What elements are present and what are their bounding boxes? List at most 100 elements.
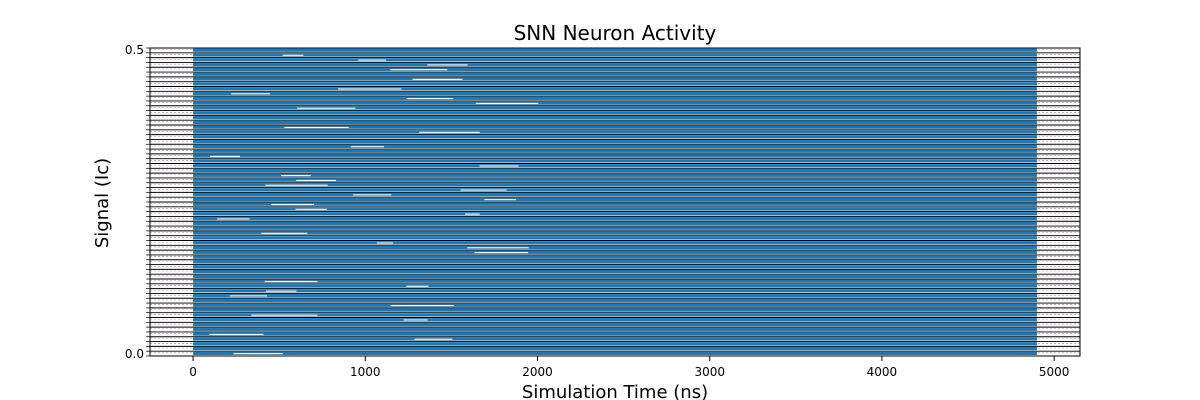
neuron-signal-trace xyxy=(193,192,1037,197)
neuron-signal-trace xyxy=(193,351,1037,355)
inactive-gap xyxy=(264,280,318,283)
plot-frame xyxy=(149,47,1081,357)
neuron-signal-trace xyxy=(193,168,1037,173)
inactive-gap xyxy=(406,285,429,287)
neuron-signal-trace xyxy=(193,96,1037,100)
inactive-gap xyxy=(412,78,463,80)
x-axis-label: Simulation Time (ns) xyxy=(522,382,708,400)
x-tick-label: 0 xyxy=(189,365,197,379)
inactive-gap xyxy=(376,242,394,244)
neuron-signal-trace xyxy=(193,183,1037,187)
inactive-gap xyxy=(210,155,240,157)
neuron-signal-trace xyxy=(193,101,1037,105)
neuron-signal-trace xyxy=(193,87,1037,91)
inactive-gap xyxy=(475,102,539,104)
neuron-signal-trace xyxy=(193,217,1037,221)
neuron-signal-trace xyxy=(193,308,1037,312)
neuron-signal-trace xyxy=(193,207,1037,211)
y-tick-label: 0.0 xyxy=(125,347,144,361)
inactive-gap xyxy=(233,353,283,355)
neuron-signal-trace xyxy=(193,140,1037,144)
neuron-signal-trace xyxy=(193,67,1037,72)
neuron-signal-trace xyxy=(193,279,1037,283)
neuron-signal-trace xyxy=(193,164,1037,168)
neuron-signal-trace xyxy=(193,135,1037,139)
x-tick-label: 4000 xyxy=(867,365,898,379)
inactive-gap xyxy=(265,290,297,292)
neuron-signal-trace xyxy=(193,149,1037,153)
neuron-signal-trace xyxy=(193,130,1037,134)
neuron-signal-trace xyxy=(193,245,1037,250)
neuron-signal-trace xyxy=(193,236,1037,240)
x-axis: 0 1000 2000 3000 4000 5000 xyxy=(189,356,1069,379)
inactive-gap xyxy=(390,304,454,307)
inactive-gap xyxy=(280,175,311,177)
neuron-signal-trace xyxy=(193,298,1037,303)
neuron-signal-trace xyxy=(193,269,1037,274)
inactive-gap xyxy=(403,319,428,321)
neuron-signal-trace xyxy=(193,342,1037,346)
neuron-signal-trace xyxy=(193,202,1037,206)
neuron-signal-trace xyxy=(193,48,1037,52)
neuron-signal-trace xyxy=(193,346,1037,351)
neuron-signal-trace xyxy=(193,82,1037,86)
neuron-signal-trace xyxy=(193,173,1037,177)
neuron-signal-trace xyxy=(193,154,1037,158)
neuron-signal-trace xyxy=(193,318,1037,322)
neuron-signal-trace xyxy=(193,159,1037,163)
inactive-gap xyxy=(265,184,328,186)
neuron-signal-trace xyxy=(193,106,1037,110)
inactive-gap xyxy=(465,213,480,215)
neuron-signal-trace xyxy=(193,289,1037,293)
neuron-signal-trace xyxy=(193,221,1037,226)
neuron-signal-trace xyxy=(193,144,1037,149)
inactive-gap xyxy=(209,333,264,335)
inactive-gap xyxy=(295,208,328,210)
inactive-gap xyxy=(427,64,468,66)
inactive-gap xyxy=(353,194,392,196)
neuron-signal-trace xyxy=(193,322,1037,327)
inactive-gap xyxy=(419,131,480,133)
neuron-signal-trace xyxy=(193,125,1037,129)
neuron-signal-trace xyxy=(193,212,1037,216)
neuron-signal-trace xyxy=(193,188,1037,192)
neuron-signal-trace xyxy=(193,178,1037,182)
inactive-gap xyxy=(350,146,385,148)
neuron-signal-trace xyxy=(193,231,1037,235)
neuron-signal-trace xyxy=(193,303,1037,307)
neuron-signal-trace xyxy=(193,332,1037,336)
neuron-signal-trace xyxy=(193,91,1037,96)
inactive-gap xyxy=(338,88,402,90)
neuron-signal-trace xyxy=(193,265,1037,269)
neuron-signal-trace xyxy=(193,284,1037,288)
inactive-gap xyxy=(217,218,250,220)
y-axis-label: Signal (Ic) xyxy=(92,158,113,248)
neuron-signal-trace xyxy=(193,115,1037,120)
inactive-gap xyxy=(297,107,356,109)
neuron-signal-trace xyxy=(193,241,1037,245)
inactive-gap xyxy=(261,232,308,234)
neuron-signal-trace xyxy=(193,63,1037,67)
y-axis: 0.5 0.0 xyxy=(125,43,150,361)
inactive-gap xyxy=(270,203,315,206)
neuron-signal-trace xyxy=(193,313,1037,317)
inactive-gap xyxy=(358,59,386,61)
neuron-signal-trace xyxy=(193,337,1037,341)
inactive-gap xyxy=(282,54,304,56)
inactive-gap xyxy=(284,126,349,129)
inactive-gap xyxy=(474,252,529,254)
neuron-signal-trace xyxy=(193,226,1037,230)
inactive-gap xyxy=(460,189,507,191)
neuron-signal-trace xyxy=(193,294,1037,298)
inactive-gap xyxy=(484,199,517,201)
x-tick-label: 1000 xyxy=(350,365,381,379)
neuron-signal-trace xyxy=(193,58,1037,62)
y-tick-label: 0.5 xyxy=(125,43,144,57)
neuron-signal-trace xyxy=(193,327,1037,331)
neuron-signal-trace xyxy=(193,250,1037,254)
inactive-gap xyxy=(390,69,448,71)
inactive-gap xyxy=(251,314,318,316)
inactive-gap xyxy=(479,165,519,167)
inactive-gap xyxy=(467,247,529,249)
